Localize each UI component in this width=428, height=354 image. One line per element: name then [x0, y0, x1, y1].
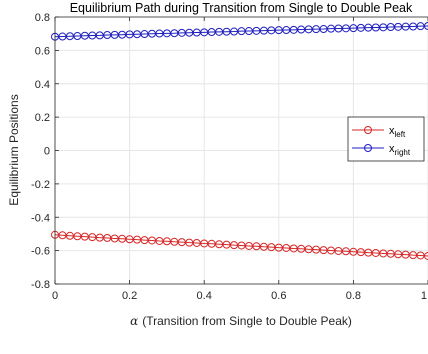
y-tick-label-5: 0.2 — [35, 112, 50, 124]
legend-label-left-sub: left — [395, 130, 406, 139]
y-tick-label-6: 0.4 — [35, 79, 50, 91]
x-axis-symbol: α — [130, 314, 138, 328]
chart-title: Equilibrium Path during Transition from … — [70, 1, 413, 15]
ticks: 0 0.2 0.4 0.6 0.8 1 -0.8 -0.6 -0.4 -0.2 0 0.2 0.4 0.6… — [31, 12, 428, 302]
x-tick-label-4: 0.8 — [346, 290, 361, 302]
y-tick-label-8: 0.8 — [35, 12, 50, 24]
y-tick-label-7: 0.6 — [35, 45, 50, 57]
legend-label-right-main: x — [389, 143, 395, 155]
legend-marker-right — [364, 144, 372, 152]
series-layer — [51, 22, 428, 260]
y-tick-label-1: -0.6 — [31, 246, 50, 258]
x-axis-label: α (Transition from Single to Double Peak) — [130, 314, 352, 328]
x-tick-label-1: 0.2 — [122, 290, 137, 302]
y-tick-label-3: -0.2 — [31, 179, 50, 191]
series-line-right — [54, 25, 428, 38]
x-tick-label-0: 0 — [52, 290, 58, 302]
legend: xleft xright — [347, 116, 425, 162]
y-tick-label-4: 0 — [44, 146, 50, 158]
point-left-50 — [424, 251, 428, 260]
x-tick-label-3: 0.6 — [271, 290, 286, 302]
legend-label-left: xleft — [389, 125, 406, 139]
legend-box — [347, 116, 425, 162]
series-line-left — [54, 234, 428, 257]
x-axis-label-text: (Transition from Single to Double Peak) — [142, 314, 352, 328]
point-right-50 — [424, 22, 428, 31]
legend-label-right-sub: right — [395, 148, 411, 157]
y-tick-label-0: -0.8 — [31, 279, 50, 291]
y-axis-label: Equilibrium Positions — [7, 94, 21, 205]
legend-marker-left — [364, 126, 372, 134]
legend-label-right: xright — [389, 143, 411, 157]
x-tick-label-2: 0.4 — [197, 290, 212, 302]
y-tick-label-2: -0.4 — [31, 212, 50, 224]
legend-label-left-main: x — [389, 125, 395, 137]
x-tick-label-5: 1 — [421, 290, 427, 302]
